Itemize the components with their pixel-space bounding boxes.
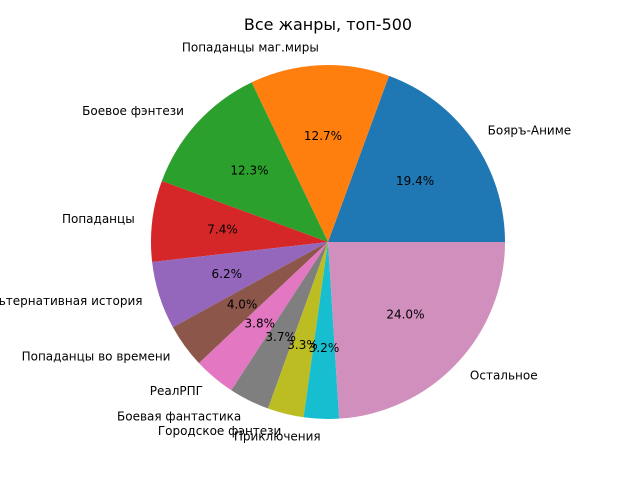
pie-slice-альтернативная-история xyxy=(152,242,328,328)
pct-label-остальное: 24.0% xyxy=(386,308,424,322)
slice-label-альтернативная-история: Альтернативная история xyxy=(0,294,142,308)
pct-label-боевое-фэнтези: 12.3% xyxy=(230,164,268,178)
slice-label-остальное: Остальное xyxy=(470,368,538,382)
slice-label-реалрпг: РеалРПГ xyxy=(150,384,203,398)
pie-slice-остальное xyxy=(328,242,505,419)
slice-label-попаданцы-маг-миры: Попаданцы маг.миры xyxy=(182,41,319,55)
pie-slice-попаданцы-маг-миры xyxy=(251,64,390,242)
pct-label-попаданцы-во-времени: 4.0% xyxy=(227,297,258,311)
pct-label-боевая-фантастика: 3.7% xyxy=(265,330,296,344)
pct-label-городское-фэнтези: 3.3% xyxy=(287,338,318,352)
pie-slices xyxy=(151,64,505,420)
pie-slice-реалрпг xyxy=(198,242,328,391)
pct-label-реалрпг: 3.8% xyxy=(245,316,276,330)
slice-label-приключения: Приключения xyxy=(234,430,321,444)
pie-slice-городское-фэнтези xyxy=(268,242,328,418)
pie-slice-попаданцы-во-времени xyxy=(172,242,328,364)
pie-slice-приключения xyxy=(303,242,340,420)
pct-label-альтернативная-история: 6.2% xyxy=(212,267,243,281)
slice-label-боевая-фантастика: Боевая фантастика xyxy=(117,409,241,423)
pie-slice-боевая-фантастика xyxy=(231,242,328,409)
chart-title: Все жанры, топ-500 xyxy=(244,15,412,34)
slice-label-бояръ-аниме: Бояръ-Аниме xyxy=(488,124,572,138)
pct-label-приключения: 3.2% xyxy=(309,341,340,355)
slice-label-попаданцы-во-времени: Попаданцы во времени xyxy=(22,349,171,363)
pie-slice-бояръ-аниме xyxy=(328,75,505,242)
slice-label-боевое-фэнтези: Боевое фэнтези xyxy=(82,104,184,118)
pie-slice-боевое-фэнтези xyxy=(161,82,328,242)
pct-label-попаданцы-маг-миры: 12.7% xyxy=(304,129,342,143)
pct-label-бояръ-аниме: 19.4% xyxy=(396,174,434,188)
slice-label-попаданцы: Попаданцы xyxy=(62,212,135,226)
pie-slice-попаданцы xyxy=(151,180,328,262)
slice-label-городское-фэнтези: Городское фэнтези xyxy=(158,424,282,438)
pie-labels: 19.4% Бояръ-Аниме 12.7% Попаданцы маг.миры 1… xyxy=(0,41,571,444)
pct-label-попаданцы: 7.4% xyxy=(207,222,238,236)
